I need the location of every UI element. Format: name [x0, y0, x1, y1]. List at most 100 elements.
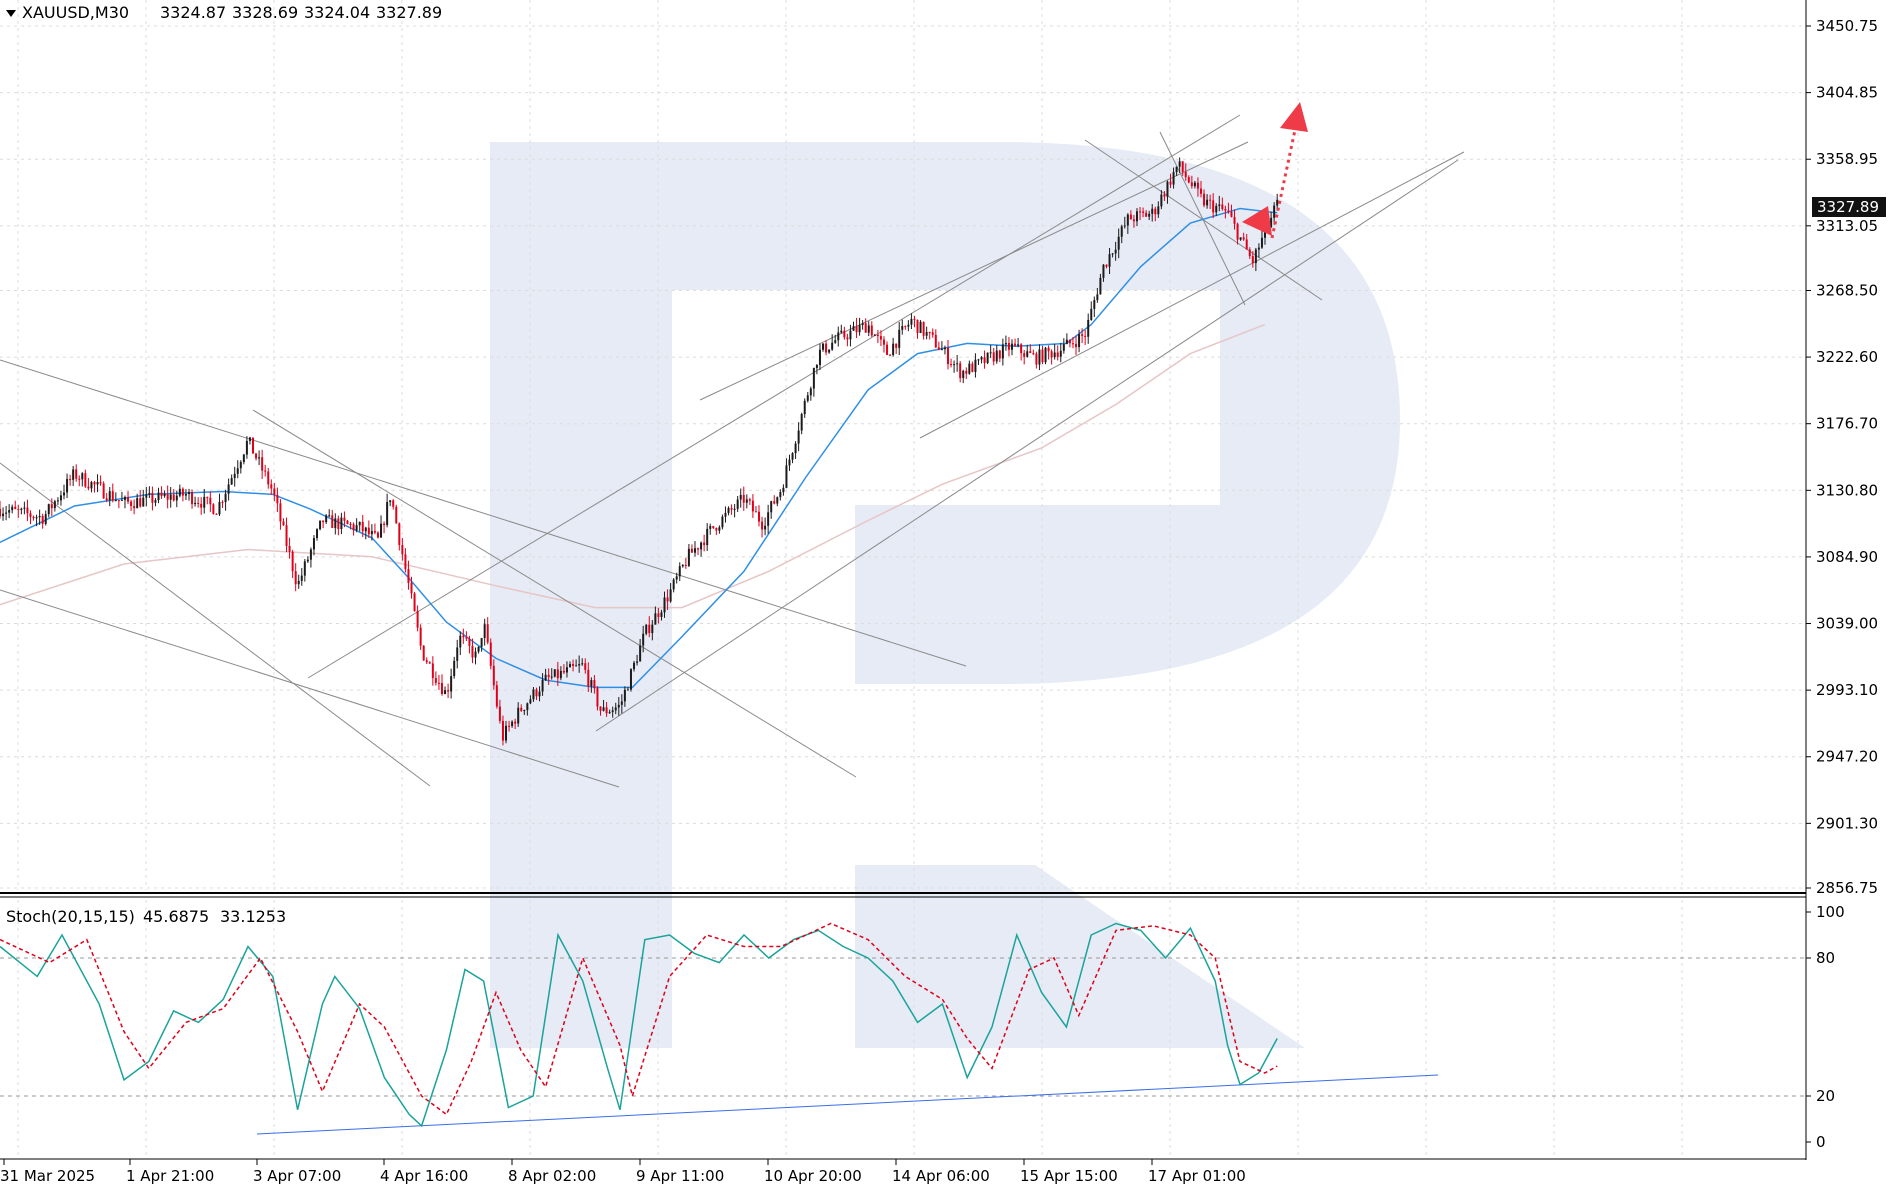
candle-body [940, 349, 943, 351]
price-tick-label: 3450.75 [1816, 17, 1878, 35]
candle-body [172, 494, 175, 501]
candle-body [837, 332, 840, 341]
candle-body [633, 662, 636, 670]
candle-body [1111, 253, 1114, 255]
candle-body [66, 479, 69, 493]
time-tick-label: 31 Mar 2025 [0, 1167, 95, 1185]
candle-body [1044, 347, 1047, 363]
candle-body [593, 680, 596, 689]
candle-body [1160, 194, 1163, 207]
candle-body [886, 344, 889, 355]
candle-body [69, 479, 72, 481]
candle-body [294, 571, 297, 585]
stoch-support-line [256, 1074, 1439, 1135]
trend-line [252, 409, 857, 778]
candle-body [245, 440, 248, 455]
candle-body [209, 497, 212, 505]
candle-body [197, 502, 200, 504]
trend-line [0, 589, 620, 788]
time-tick-label: 14 Apr 06:00 [892, 1167, 990, 1185]
candle-body [1227, 210, 1230, 212]
candle-body [184, 494, 187, 496]
candle-body [809, 388, 812, 396]
candle-body [343, 517, 346, 521]
candle-body [822, 343, 825, 350]
candle-body [108, 491, 111, 501]
candle-body [1108, 254, 1111, 267]
candle-body [873, 334, 876, 336]
candle-body [242, 454, 245, 462]
candle-body [846, 337, 849, 340]
candle-body [419, 627, 422, 646]
candle-body [840, 330, 843, 333]
price-header: XAUUSD,M30 3324.87 3328.69 3324.04 3327.… [6, 3, 442, 22]
candle-body [1203, 193, 1206, 206]
candle-body [316, 529, 319, 539]
candle-body [453, 660, 456, 677]
candle-body [169, 494, 172, 500]
stoch-tick-label: 0 [1816, 1133, 1826, 1151]
candle-body [684, 564, 687, 566]
candle-body [1187, 177, 1190, 183]
candle-body [191, 492, 194, 505]
time-tick-label: 17 Apr 01:00 [1148, 1167, 1246, 1185]
candle-body [1011, 343, 1014, 350]
stoch-signal-path [0, 922, 1278, 1116]
trend-line [919, 151, 1465, 439]
candle-body [96, 482, 99, 485]
candle-body [974, 359, 977, 372]
candle-body [556, 669, 559, 679]
candle-body [145, 494, 148, 498]
candle-body [1007, 343, 1010, 350]
candle-body [239, 461, 242, 469]
fast-ma-path [0, 207, 1278, 689]
candle-body [407, 569, 410, 584]
stoch-axis: 100 80 20 0 [1806, 903, 1845, 1151]
candle-body [791, 453, 794, 460]
candle-body [636, 661, 639, 663]
candle-body [1239, 237, 1242, 240]
candle-body [727, 507, 730, 513]
candle-body [626, 689, 629, 691]
candle-body [736, 499, 739, 509]
candle-body [858, 325, 861, 333]
candle-body [498, 706, 501, 721]
candle-body [541, 679, 544, 692]
candle-body [962, 370, 965, 379]
candle-body [32, 516, 35, 519]
candle-body [1123, 225, 1126, 227]
candle-body [895, 343, 898, 348]
candle-body [151, 492, 154, 503]
price-tick-label: 3268.50 [1816, 281, 1878, 299]
candle-body [572, 664, 575, 666]
candle-body [395, 506, 398, 524]
candle-body [157, 492, 160, 501]
candle-body [1273, 205, 1276, 218]
symbol-label: XAUUSD,M30 [22, 3, 129, 22]
candle-body [1218, 204, 1221, 206]
candle-body [1145, 212, 1148, 217]
candle-body [852, 326, 855, 331]
candle-body [1081, 334, 1084, 336]
candle-body [306, 559, 309, 562]
candle-body [818, 349, 821, 366]
stoch-tick-label: 20 [1816, 1087, 1835, 1105]
candle-body [870, 325, 873, 336]
candle-body [1236, 223, 1239, 240]
candle-body [114, 500, 117, 502]
caret-down-icon[interactable] [6, 10, 16, 17]
trend-lines [0, 114, 1465, 788]
candle-body [2, 513, 5, 517]
candle-body [1068, 339, 1071, 344]
candle-body [81, 473, 84, 480]
candle-body [276, 494, 279, 504]
candle-body [282, 521, 285, 526]
candle-body [690, 548, 693, 553]
candle-body [730, 507, 733, 510]
candle-body [194, 502, 197, 505]
candle-body [486, 624, 489, 643]
candle-body [178, 488, 181, 496]
candle-body [1245, 239, 1248, 250]
candle-body [264, 470, 267, 472]
candle-body [724, 512, 727, 517]
